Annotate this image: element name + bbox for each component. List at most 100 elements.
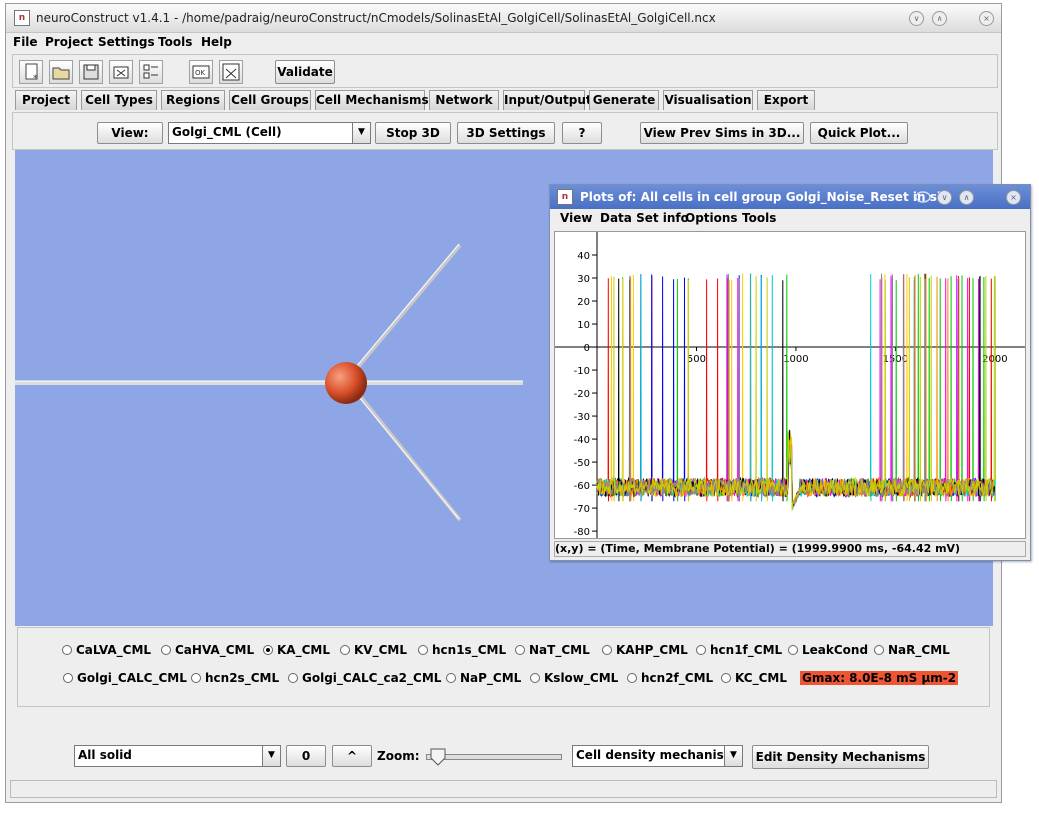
radio-dot-icon[interactable] xyxy=(721,673,731,683)
mechanism-radio-kc-cml[interactable]: KC_CML xyxy=(721,671,787,685)
radio-dot-icon[interactable] xyxy=(288,673,298,683)
tab-cell-types[interactable]: Cell Types xyxy=(81,90,157,110)
view-label-button[interactable]: View: xyxy=(97,122,163,144)
menu-bar: File Project Settings Tools Help xyxy=(6,32,1001,52)
tab-export[interactable]: Export xyxy=(757,90,815,110)
open-folder-icon[interactable] xyxy=(49,60,73,84)
minimize-icon[interactable]: ∨ xyxy=(909,11,924,26)
options-icon[interactable]: OK xyxy=(189,60,213,84)
close-icon[interactable]: × xyxy=(1006,190,1021,205)
y-tick-label: 10 xyxy=(577,320,590,331)
maximize-icon[interactable]: ∧ xyxy=(932,11,947,26)
help-button[interactable]: ? xyxy=(562,122,602,144)
trace-series-1 xyxy=(596,273,996,508)
plot-area[interactable]: 40 30 20 10 0 -10 -20 -30 -40 -50 -60 -70 -80 500 1000… xyxy=(554,231,1026,539)
validate-button[interactable]: Validate xyxy=(275,60,335,84)
edit-density-mechanisms-button[interactable]: Edit Density Mechanisms xyxy=(752,745,929,769)
mechanism-label: CaLVA_CML xyxy=(76,643,152,657)
tab-network[interactable]: Network xyxy=(429,90,499,110)
mechanism-label: KAHP_CML xyxy=(616,643,688,657)
minimize-icon[interactable]: ∨ xyxy=(937,190,952,205)
mechanism-radio-hcn2f-cml[interactable]: hcn2f_CML xyxy=(627,671,713,685)
mechanism-radio-hcn2s-cml[interactable]: hcn2s_CML xyxy=(191,671,279,685)
close-project-icon[interactable] xyxy=(109,60,133,84)
menu-file[interactable]: File xyxy=(13,35,38,49)
mechanism-radio-hcn1f-cml[interactable]: hcn1f_CML xyxy=(696,643,782,657)
radio-dot-icon[interactable] xyxy=(62,645,72,655)
checklist-icon[interactable] xyxy=(139,60,163,84)
chevron-down-icon: ▼ xyxy=(352,123,370,143)
quick-plot-button[interactable]: Quick Plot... xyxy=(810,122,908,144)
view-select[interactable]: Golgi_CML (Cell) ▼ xyxy=(168,122,371,144)
mechanism-label: hcn1s_CML xyxy=(432,643,507,657)
radio-dot-icon[interactable] xyxy=(161,645,171,655)
mechanism-radio-kslow-cml[interactable]: Kslow_CML xyxy=(530,671,618,685)
plot-menu-data-set-info[interactable]: Data Set info xyxy=(600,211,689,225)
mechanism-radio-nat-cml[interactable]: NaT_CML xyxy=(515,643,590,657)
mechanism-radio-hcn1s-cml[interactable]: hcn1s_CML xyxy=(418,643,506,657)
stop-3d-button[interactable]: Stop 3D xyxy=(375,122,451,144)
x-tick-label: 500 xyxy=(687,354,706,365)
radio-dot-icon[interactable] xyxy=(515,645,525,655)
radio-dot-icon[interactable] xyxy=(418,645,428,655)
radio-dot-icon[interactable] xyxy=(191,673,201,683)
radio-dot-icon[interactable] xyxy=(696,645,706,655)
shade-icon[interactable] xyxy=(915,189,931,205)
save-icon[interactable] xyxy=(79,60,103,84)
radio-dot-icon[interactable] xyxy=(627,673,637,683)
chevron-down-icon: ▼ xyxy=(724,746,742,766)
close-icon[interactable]: × xyxy=(979,11,994,26)
zero-button[interactable]: 0 xyxy=(286,745,326,767)
tab-project[interactable]: Project xyxy=(15,90,77,110)
radio-dot-icon[interactable] xyxy=(788,645,798,655)
color-mode-select[interactable]: Cell density mechanisms ▼ xyxy=(572,745,743,767)
plot-menu-view[interactable]: View xyxy=(560,211,593,225)
tab-input-output[interactable]: Input/Output xyxy=(503,90,592,110)
status-bar xyxy=(10,780,997,798)
mechanism-radio-ka-cml[interactable]: KA_CML xyxy=(263,643,330,657)
caret-button[interactable]: ^ xyxy=(332,745,372,767)
zoom-slider-handle[interactable] xyxy=(430,748,446,766)
display-mode-select[interactable]: All solid ▼ xyxy=(74,745,281,767)
radio-dot-icon[interactable] xyxy=(340,645,350,655)
menu-settings[interactable]: Settings xyxy=(98,35,155,49)
tab-visualisation[interactable]: Visualisation xyxy=(663,90,753,110)
tab-generate[interactable]: Generate xyxy=(589,90,659,110)
menu-help[interactable]: Help xyxy=(201,35,232,49)
mechanism-radio-golgi-calc-cml[interactable]: Golgi_CALC_CML xyxy=(63,671,187,685)
3d-settings-button[interactable]: 3D Settings xyxy=(457,122,555,144)
mechanism-radio-leakcond[interactable]: LeakCond xyxy=(788,643,868,657)
zoom-slider[interactable] xyxy=(426,754,562,760)
new-project-icon[interactable]: * xyxy=(19,60,43,84)
mechanism-label: NaT_CML xyxy=(529,643,590,657)
radio-dot-icon[interactable] xyxy=(602,645,612,655)
y-tick-label: -80 xyxy=(574,527,590,538)
mechanism-radio-calva-cml[interactable]: CaLVA_CML xyxy=(62,643,151,657)
mechanism-radio-kahp-cml[interactable]: KAHP_CML xyxy=(602,643,688,657)
radio-dot-icon[interactable] xyxy=(63,673,73,683)
view-prev-sims-button[interactable]: View Prev Sims in 3D... xyxy=(640,122,804,144)
tab-cell-mechanisms[interactable]: Cell Mechanisms xyxy=(315,90,429,110)
radio-dot-icon[interactable] xyxy=(263,645,273,655)
radio-dot-icon[interactable] xyxy=(874,645,884,655)
y-tick-label: -70 xyxy=(574,504,590,515)
plot-title-bar[interactable]: n Plots of: All cells in cell group Golg… xyxy=(550,185,1030,209)
trace-series-9 xyxy=(596,275,995,511)
view-toolbar: View: Golgi_CML (Cell) ▼ Stop 3D 3D Sett… xyxy=(12,112,998,150)
y-tick-label: -40 xyxy=(574,435,590,446)
mechanism-radio-nar-cml[interactable]: NaR_CML xyxy=(874,643,950,657)
plot-menu-options[interactable]: Options xyxy=(685,211,738,225)
radio-dot-icon[interactable] xyxy=(530,673,540,683)
radio-dot-icon[interactable] xyxy=(446,673,456,683)
mechanism-radio-kv-cml[interactable]: KV_CML xyxy=(340,643,407,657)
exit-icon[interactable] xyxy=(219,60,243,84)
menu-project[interactable]: Project xyxy=(45,35,94,49)
mechanism-radio-cahva-cml[interactable]: CaHVA_CML xyxy=(161,643,254,657)
menu-tools[interactable]: Tools xyxy=(158,35,193,49)
maximize-icon[interactable]: ∧ xyxy=(959,190,974,205)
mechanism-radio-golgi-calc-ca2-cml[interactable]: Golgi_CALC_ca2_CML xyxy=(288,671,441,685)
mechanism-radio-nap-cml[interactable]: NaP_CML xyxy=(446,671,521,685)
plot-menu-tools[interactable]: Tools xyxy=(742,211,777,225)
tab-cell-groups[interactable]: Cell Groups xyxy=(229,90,311,110)
tab-regions[interactable]: Regions xyxy=(161,90,225,110)
